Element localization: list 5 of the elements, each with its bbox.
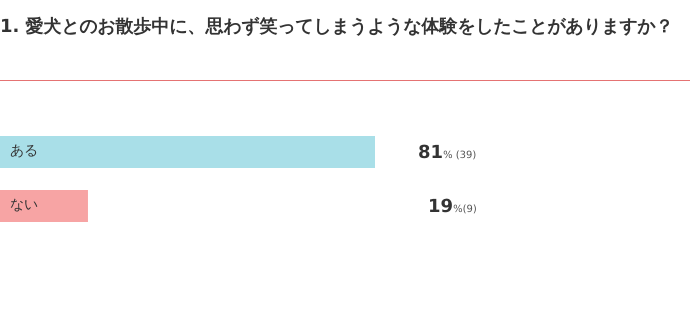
chart-title: 1. 愛犬とのお散歩中に、思わず笑ってしまうような体験をしたことがありますか？ bbox=[0, 15, 675, 39]
y-tick-label: ない bbox=[10, 196, 38, 213]
data-label: 81% (39) bbox=[418, 142, 476, 163]
y-tick-label: ある bbox=[10, 142, 38, 159]
data-label: 19%(9) bbox=[428, 196, 477, 217]
